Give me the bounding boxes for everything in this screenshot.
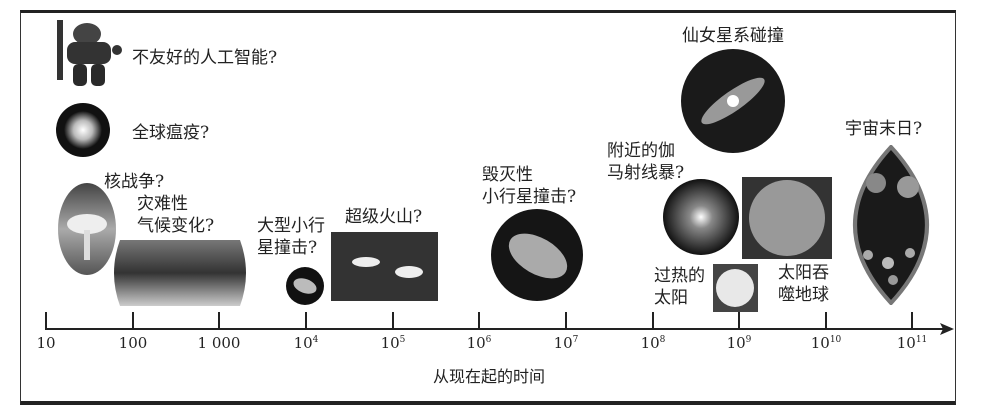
asteroid-icon (286, 267, 324, 305)
tick-label: 10 (36, 334, 55, 352)
axis-tick (218, 312, 220, 330)
axis-tick (478, 312, 480, 330)
tick-base: 10 (553, 334, 573, 352)
tick-base: 10 (726, 334, 746, 352)
axis-tick (911, 312, 913, 330)
tick-label: 106 (467, 334, 492, 352)
axis-line (46, 328, 944, 330)
axis-label: 从现在起的时间 (432, 367, 546, 386)
volcano-icon (331, 232, 438, 301)
label-ai: 不友好的人工智能? (132, 48, 278, 68)
tick-base: 10 (380, 334, 400, 352)
tick-exponent: 9 (745, 335, 752, 345)
tick-label: 1010 (811, 334, 842, 352)
gamma-burst-icon (663, 179, 739, 255)
red-giant-icon (742, 177, 832, 259)
tick-base: 10 (810, 334, 830, 352)
world-map-icon (114, 240, 246, 306)
label-pandemic: 全球瘟疫? (132, 123, 210, 143)
tick-exponent: 4 (312, 335, 319, 345)
label-asteroid-extinction: 毁灭性 小行星撞击? (482, 165, 577, 207)
axis-tick (305, 312, 307, 330)
axis-tick (738, 312, 740, 330)
axis-tick (132, 312, 134, 330)
label-asteroid-large: 大型小行 星撞击? (257, 216, 325, 258)
axis-tick (45, 312, 47, 330)
tick-base: 10 (36, 334, 56, 352)
robot-icon (57, 20, 122, 86)
label-sun-engulf: 太阳吞 噬地球 (778, 263, 829, 305)
label-andromeda: 仙女星系碰撞 (682, 26, 784, 46)
tick-label: 104 (294, 334, 319, 352)
tick-label: 105 (381, 334, 406, 352)
axis-tick (825, 312, 827, 330)
sun-icon (713, 264, 758, 312)
axis-tick (392, 312, 394, 330)
tick-base: 10 (466, 334, 486, 352)
virus-icon (56, 103, 110, 157)
tick-label: 1 000 (198, 334, 241, 352)
tick-label: 100 (119, 334, 148, 352)
label-climate: 灾难性 气候变化? (137, 194, 215, 236)
tick-label: 109 (727, 334, 752, 352)
tick-base: 10 (293, 334, 313, 352)
label-supervolcano: 超级火山? (345, 207, 423, 227)
tick-label: 107 (554, 334, 579, 352)
tick-label: 108 (641, 334, 666, 352)
frame (20, 10, 956, 405)
axis-tick (565, 312, 567, 330)
tick-exponent: 5 (399, 335, 406, 345)
label-nuclear: 核战争? (104, 172, 165, 192)
label-end-universe: 宇宙末日? (845, 119, 923, 139)
universe-icon (853, 145, 929, 305)
tick-exponent: 8 (659, 335, 666, 345)
asteroid-icon (491, 209, 583, 301)
tick-exponent: 10 (829, 335, 842, 345)
axis-tick (652, 312, 654, 330)
galaxy-icon (681, 49, 785, 153)
axis-arrow-icon (940, 323, 954, 335)
tick-base: 1 000 (197, 334, 241, 352)
tick-exponent: 7 (572, 335, 579, 345)
tick-exponent: 6 (485, 335, 492, 345)
label-hot-sun: 过热的 太阳 (654, 266, 705, 308)
tick-exponent: 11 (915, 335, 928, 345)
tick-base: 10 (896, 334, 916, 352)
label-gamma: 附近的伽 马射线暴? (607, 141, 685, 183)
tick-base: 10 (640, 334, 660, 352)
tick-label: 1011 (897, 334, 928, 352)
tick-base: 100 (118, 334, 148, 352)
mushroom-cloud-icon (58, 183, 116, 275)
